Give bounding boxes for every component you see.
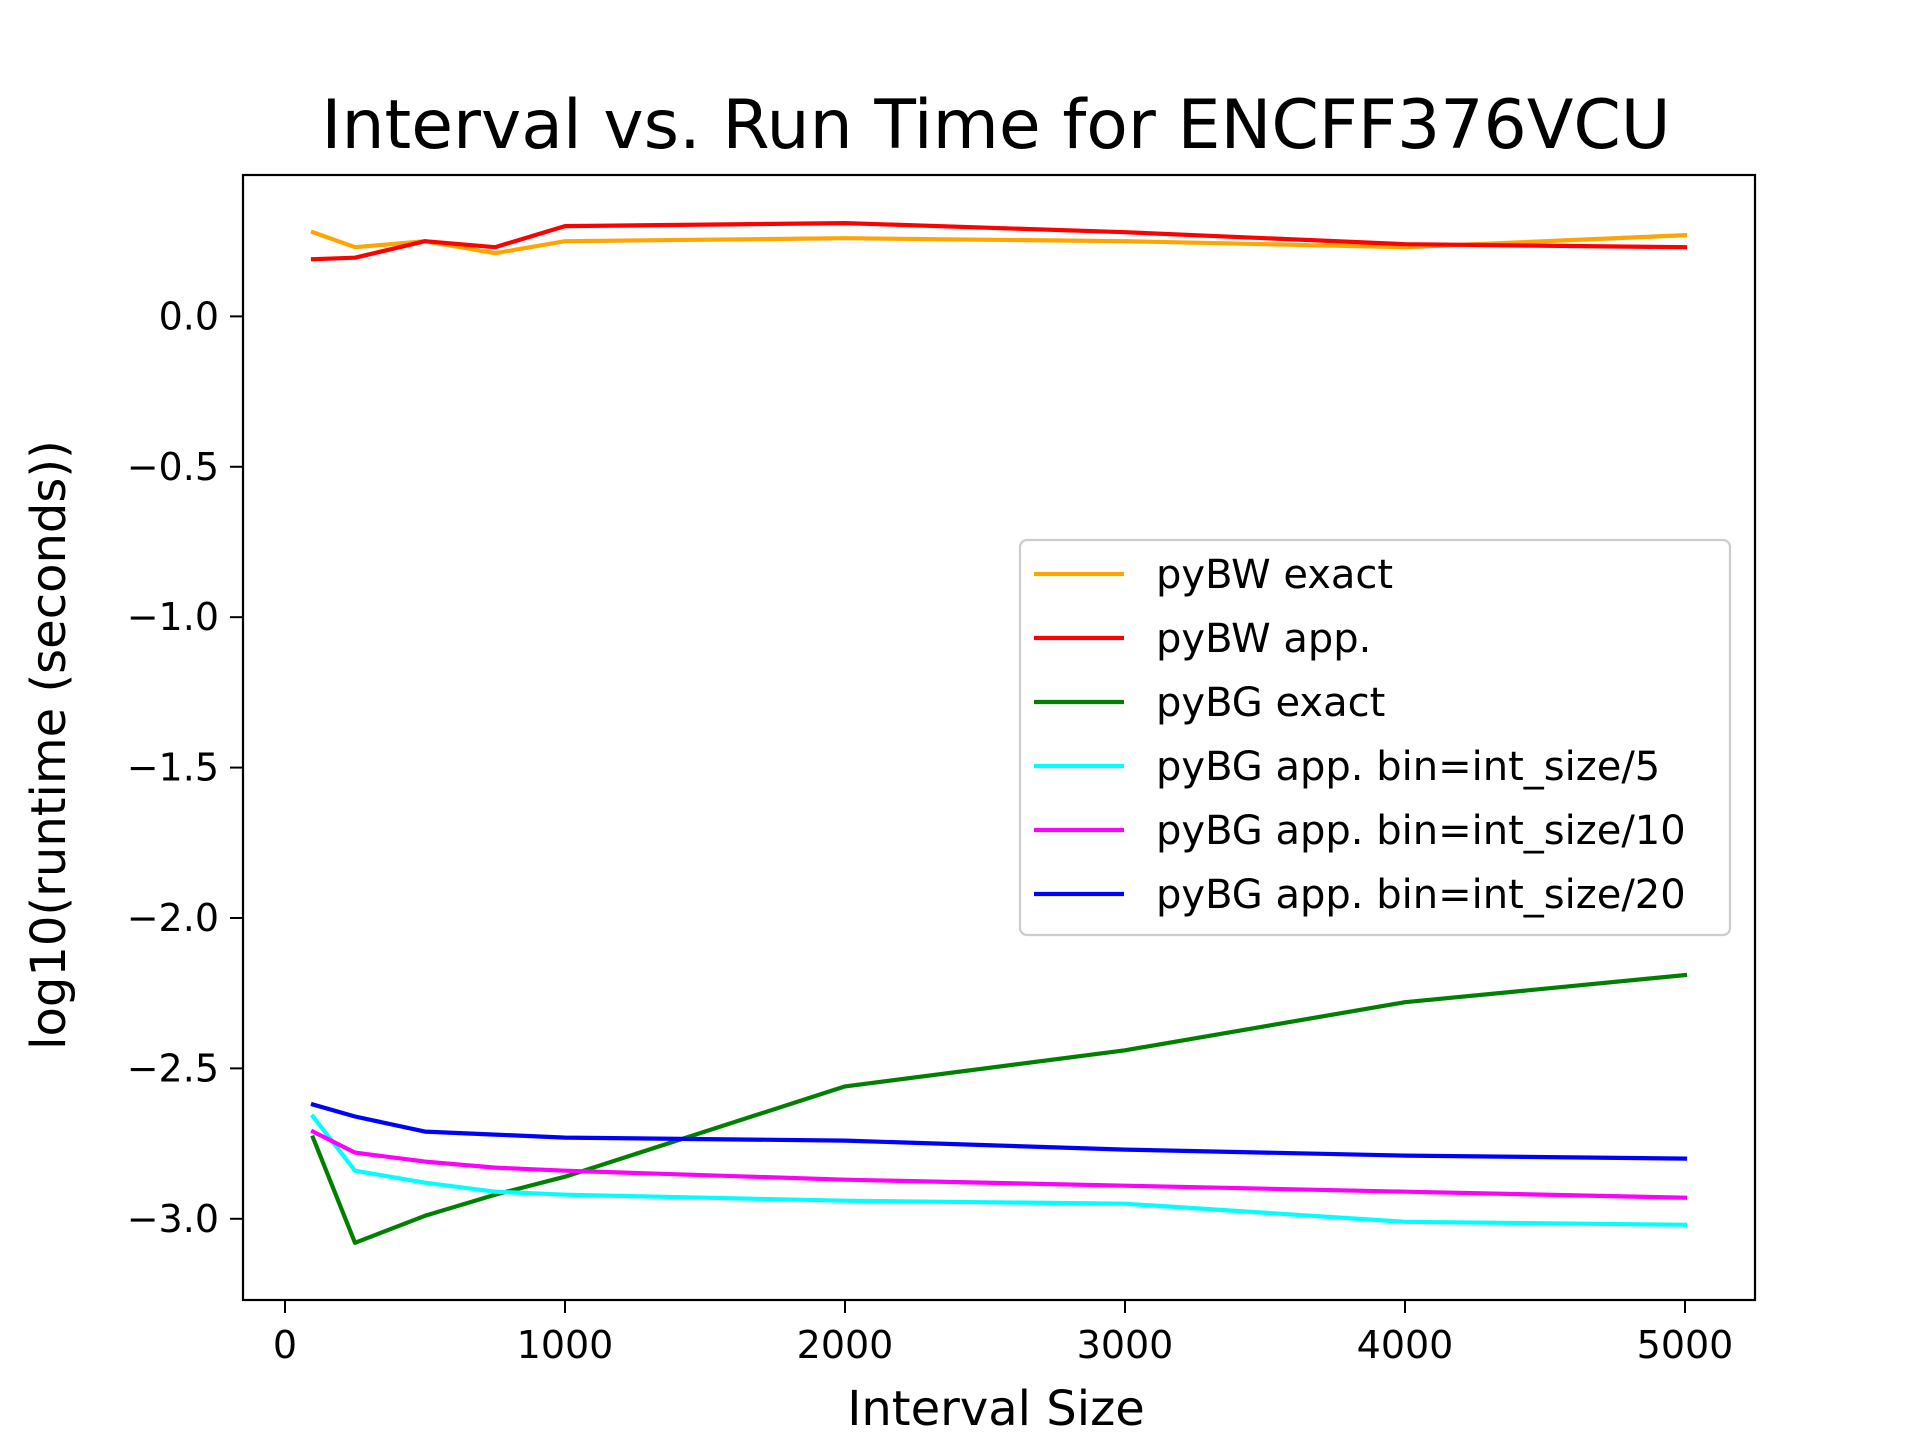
axes-layer: 0 1000 2000 3000 4000 5000 0.0 −0.5 −1.0 −1.5 −2.0… bbox=[127, 173, 1757, 1367]
y-axis-label: log10(runtime (seconds)) bbox=[21, 440, 77, 1050]
legend-label-5: pyBG app. bin=int_size/20 bbox=[1156, 872, 1686, 918]
y-tick-label: 0.0 bbox=[159, 294, 219, 338]
x-tick-label: 5000 bbox=[1637, 1323, 1734, 1367]
x-tick-label: 1000 bbox=[517, 1323, 614, 1367]
y-tick-label: −1.5 bbox=[127, 746, 219, 790]
axes-frame bbox=[241, 173, 1757, 1302]
y-tick-label: −2.5 bbox=[127, 1046, 219, 1090]
series-line-3 bbox=[310, 1113, 1688, 1227]
x-tick-label: 0 bbox=[273, 1323, 297, 1367]
x-axis-label: Interval Size bbox=[847, 1381, 1145, 1437]
series-line-4 bbox=[310, 1128, 1688, 1200]
y-tick-label: −1.0 bbox=[127, 595, 219, 639]
series-layer bbox=[310, 221, 1688, 1245]
y-tick-label: −0.5 bbox=[127, 445, 219, 489]
series-line-1 bbox=[310, 221, 1688, 262]
series-line-5 bbox=[310, 1101, 1688, 1161]
legend-label-1: pyBW app. bbox=[1156, 616, 1371, 662]
legend-label-2: pyBG exact bbox=[1156, 680, 1385, 726]
x-tick-label: 2000 bbox=[797, 1323, 894, 1367]
legend-label-4: pyBG app. bin=int_size/10 bbox=[1156, 808, 1686, 854]
series-line-2 bbox=[310, 972, 1688, 1245]
legend: pyBW exact pyBW app. pyBG exact pyBG app. b… bbox=[1018, 538, 1732, 937]
x-tick-label: 4000 bbox=[1357, 1323, 1454, 1367]
y-tick-label: −2.0 bbox=[127, 896, 219, 940]
series-line-0 bbox=[310, 229, 1688, 256]
chart-title: Interval vs. Run Time for ENCFF376VCU bbox=[321, 86, 1670, 165]
x-tick-label: 3000 bbox=[1077, 1323, 1174, 1367]
y-tick-label: −3.0 bbox=[127, 1197, 219, 1241]
legend-label-0: pyBW exact bbox=[1156, 552, 1393, 598]
legend-box bbox=[1018, 538, 1732, 937]
legend-label-3: pyBG app. bin=int_size/5 bbox=[1156, 744, 1660, 790]
